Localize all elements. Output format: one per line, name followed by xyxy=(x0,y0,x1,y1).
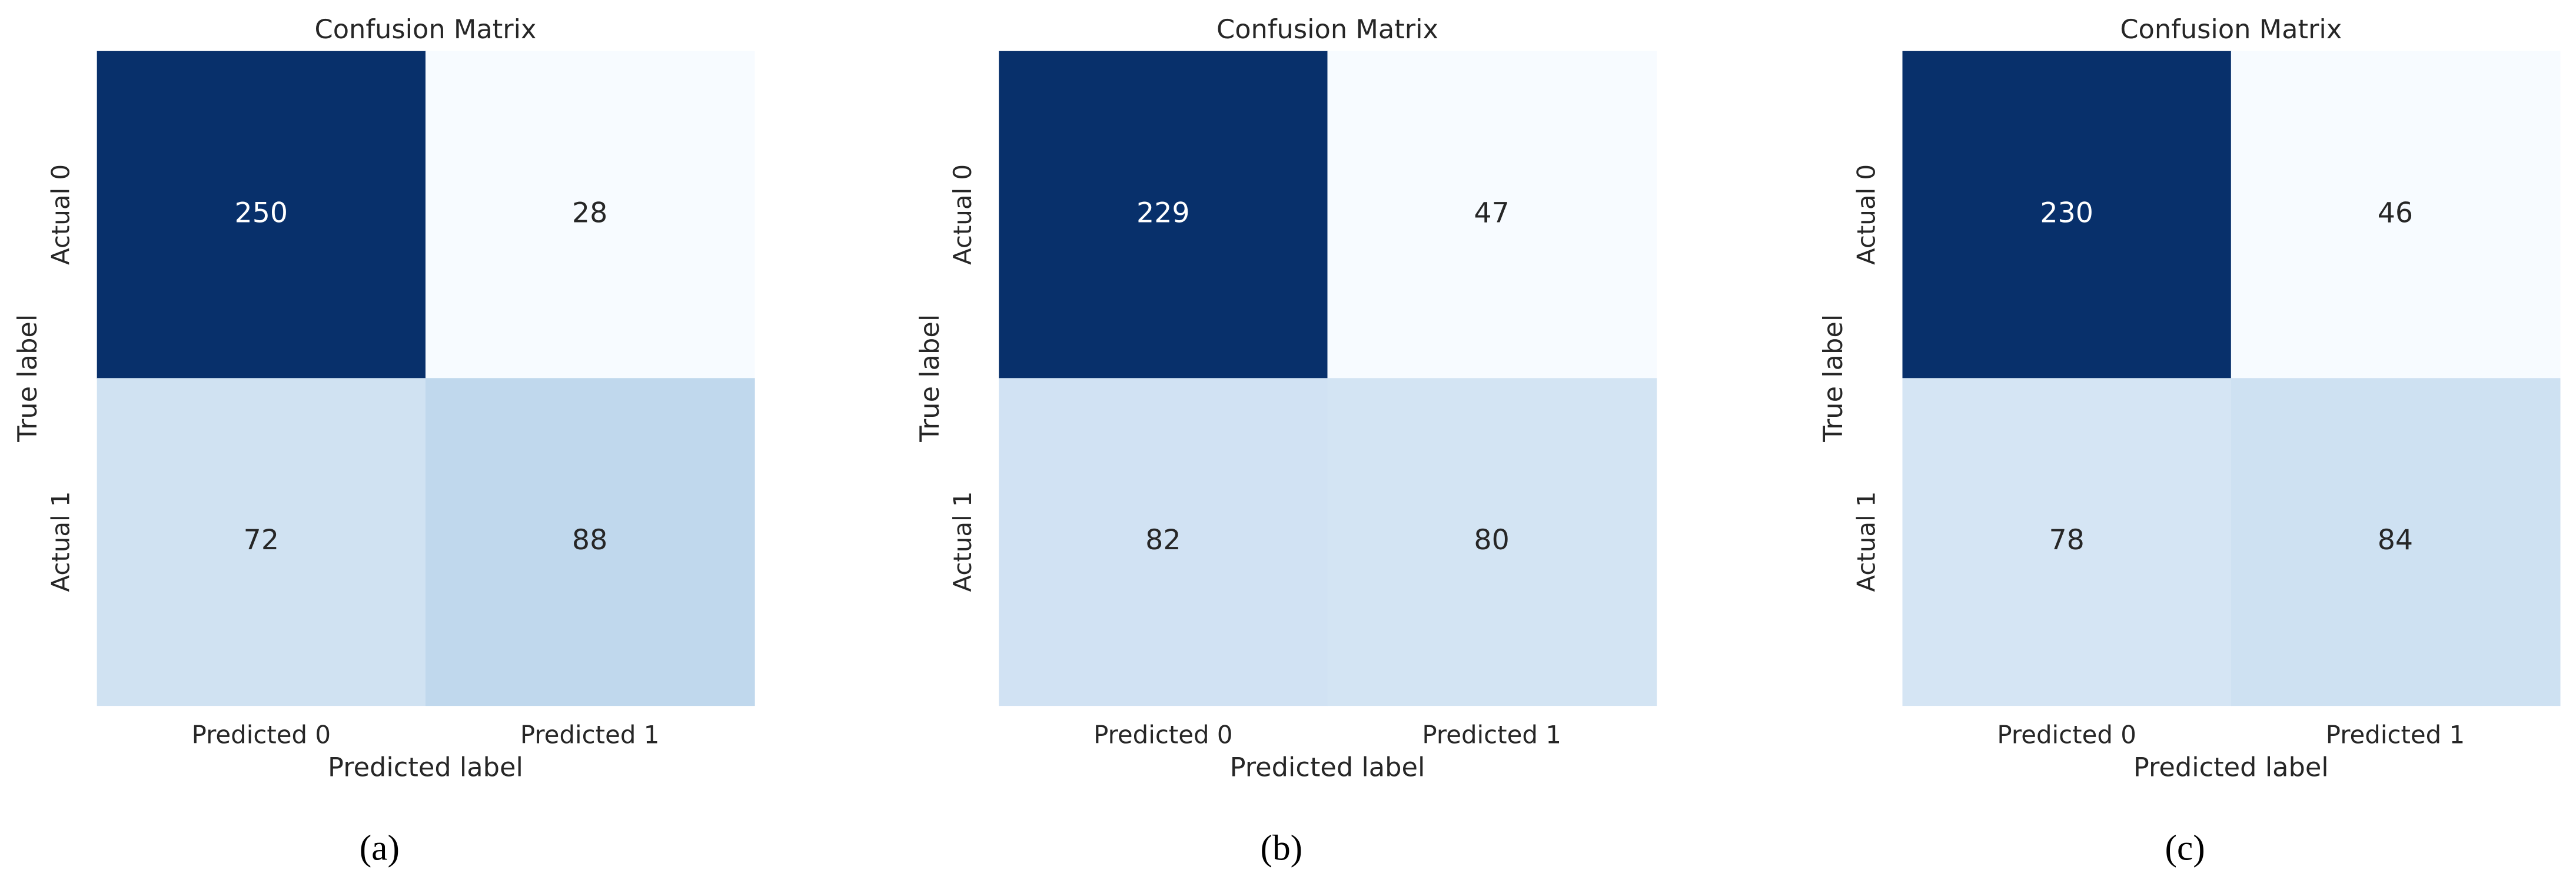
y-axis-label: True label xyxy=(12,314,43,443)
cell xyxy=(425,378,755,706)
cell-label: 47 xyxy=(1474,197,1509,229)
caption: (a) xyxy=(360,828,400,868)
chart-title: Confusion Matrix xyxy=(315,14,537,45)
cell-label: 78 xyxy=(2049,524,2084,556)
cell xyxy=(1902,378,2232,706)
caption: (c) xyxy=(2165,828,2205,868)
x-axis-label: Predicted label xyxy=(1230,752,1425,783)
x-tick-label: Predicted 0 xyxy=(192,720,331,749)
x-tick-label: Predicted 1 xyxy=(2326,720,2465,749)
y-axis-label: True label xyxy=(1818,314,1849,443)
chart-title: Confusion Matrix xyxy=(1216,14,1438,45)
cell-label: 229 xyxy=(1136,197,1190,229)
y-tick-label: Actual 1 xyxy=(46,491,75,592)
y-tick-label: Actual 1 xyxy=(948,491,977,592)
y-tick-label: Actual 0 xyxy=(948,164,977,265)
x-axis-label: Predicted label xyxy=(2133,752,2329,783)
cell xyxy=(999,51,1328,379)
cell xyxy=(97,51,427,379)
cell xyxy=(425,51,755,379)
cell xyxy=(999,378,1328,706)
cell-label: 28 xyxy=(572,197,607,229)
cell-label: 80 xyxy=(1474,524,1509,556)
cell-label: 88 xyxy=(572,524,607,556)
cell-label: 230 xyxy=(2040,197,2093,229)
chart-title: Confusion Matrix xyxy=(2120,14,2342,45)
y-tick-label: Actual 0 xyxy=(1852,164,1880,265)
cell xyxy=(2231,378,2561,706)
cell xyxy=(97,378,427,706)
y-tick-label: Actual 1 xyxy=(1852,491,1880,592)
cell-label: 46 xyxy=(2378,197,2413,229)
x-tick-label: Predicted 0 xyxy=(1093,720,1232,749)
cell xyxy=(1902,51,2232,379)
x-tick-label: Predicted 1 xyxy=(520,720,659,749)
cell-label: 84 xyxy=(2378,524,2413,556)
x-axis-label: Predicted label xyxy=(328,752,523,783)
y-axis-label: True label xyxy=(915,314,945,443)
x-tick-label: Predicted 1 xyxy=(1422,720,1561,749)
cell xyxy=(1327,51,1657,379)
cell-label: 250 xyxy=(235,197,288,229)
cell xyxy=(2231,51,2561,379)
x-tick-label: Predicted 0 xyxy=(1997,720,2136,749)
cell xyxy=(1327,378,1657,706)
cell-label: 72 xyxy=(244,524,279,556)
y-tick-label: Actual 0 xyxy=(46,164,75,265)
caption: (b) xyxy=(1261,828,1303,868)
cell-label: 82 xyxy=(1145,524,1181,556)
